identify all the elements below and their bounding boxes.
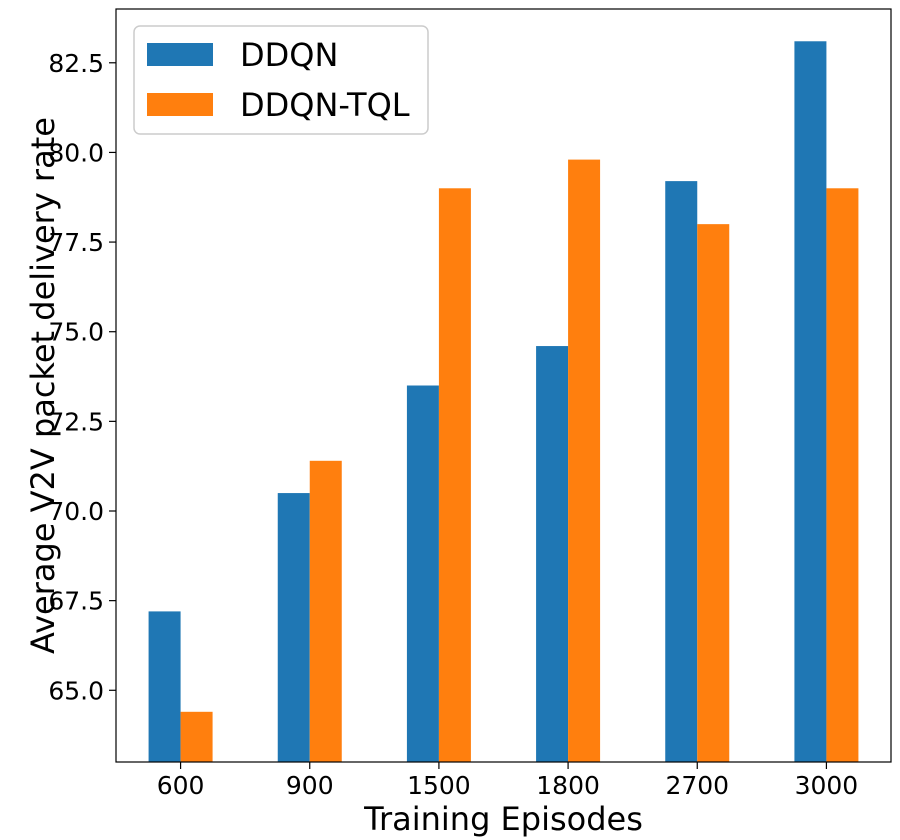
x-tick-label: 600 — [157, 771, 205, 800]
legend: DDQN DDQN-TQL — [133, 25, 429, 135]
x-tick-label: 900 — [286, 771, 334, 800]
bar-ddqn-900 — [277, 493, 310, 762]
legend-label-ddqn-tql: DDQN-TQL — [240, 86, 410, 124]
y-tick-label: 75.0 — [48, 318, 104, 347]
bar-ddqn-tql-600 — [180, 711, 213, 762]
bar-ddqn-tql-3000 — [826, 188, 859, 763]
y-tick-label: 67.5 — [48, 587, 104, 616]
x-tick-label: 2700 — [665, 771, 729, 800]
bar-ddqn-3000 — [794, 41, 827, 763]
legend-swatch-ddqn — [147, 43, 213, 66]
y-tick-label: 77.5 — [48, 228, 104, 257]
y-axis-title: Average V2V packet delivery rate — [24, 117, 62, 654]
bars-group — [148, 41, 859, 763]
bar-ddqn-1500 — [406, 385, 439, 762]
y-tick-label: 70.0 — [48, 497, 104, 526]
y-tick-label: 72.5 — [48, 407, 104, 436]
y-tick-label: 82.5 — [48, 49, 104, 78]
bar-ddqn-tql-900 — [309, 460, 342, 762]
bar-ddqn-tql-1500 — [438, 188, 471, 763]
bar-ddqn-2700 — [665, 181, 698, 763]
x-axis: 600 900 1500 1800 2700 3000 — [157, 762, 859, 800]
legend-swatch-ddqn-tql — [147, 93, 213, 116]
y-tick-label: 80.0 — [48, 138, 104, 167]
bar-ddqn-tql-1800 — [568, 159, 601, 763]
y-axis: 65.0 67.5 70.0 72.5 75.0 77.5 80.0 82.5 — [48, 49, 116, 705]
bar-ddqn-1800 — [536, 346, 569, 762]
x-axis-title: Training Episodes — [363, 800, 643, 838]
x-tick-label: 1500 — [407, 771, 471, 800]
bar-ddqn-600 — [148, 611, 181, 762]
y-tick-label: 65.0 — [48, 676, 104, 705]
x-tick-label: 1800 — [536, 771, 600, 800]
x-tick-label: 3000 — [795, 771, 859, 800]
bar-ddqn-tql-2700 — [697, 224, 730, 763]
plot-frame — [115, 8, 892, 763]
legend-label-ddqn: DDQN — [240, 36, 338, 74]
